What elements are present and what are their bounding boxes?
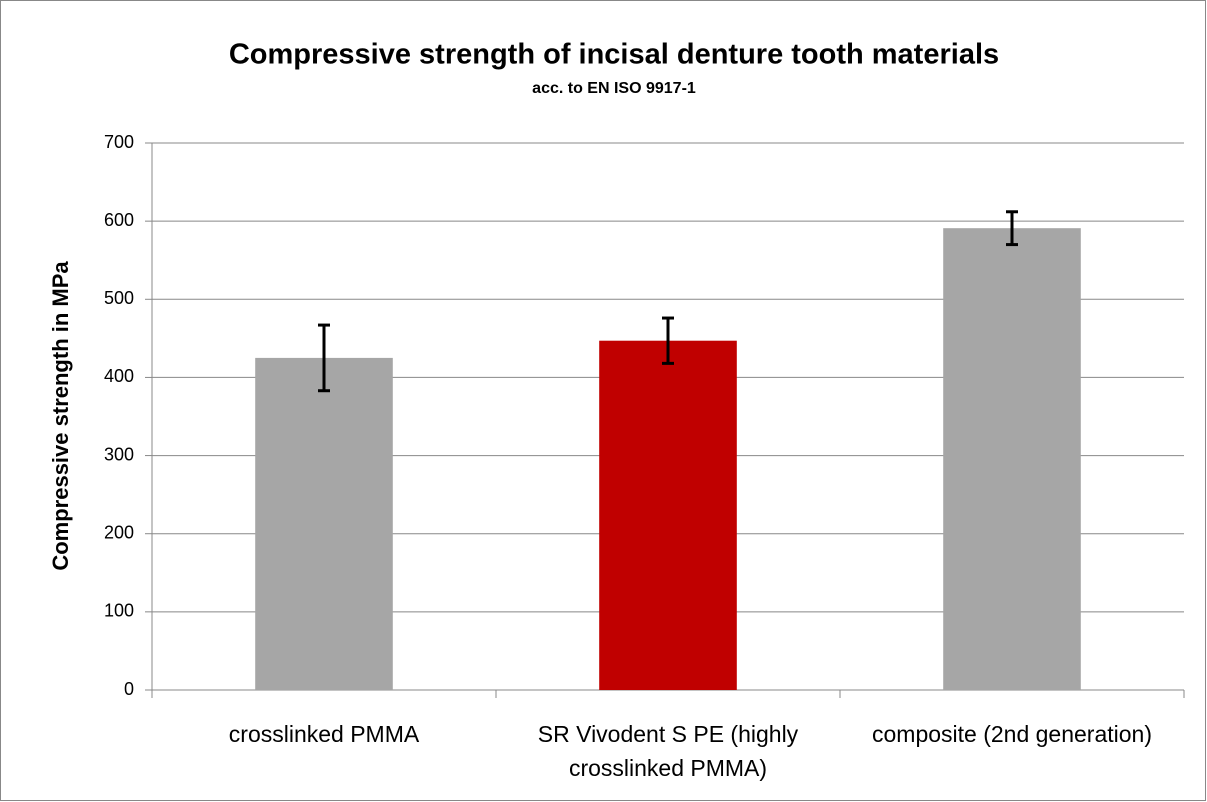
y-tick-label: 500 <box>104 288 134 308</box>
x-tick-label: SR Vivodent S PE (highly crosslinked PMM… <box>537 721 799 781</box>
y-tick-label: 100 <box>104 601 134 621</box>
y-tick-label: 300 <box>104 444 134 464</box>
x-tick-label: crosslinked PMMA <box>228 721 420 747</box>
y-tick-label: 700 <box>104 132 134 152</box>
error-bar <box>1006 210 1018 247</box>
bar <box>599 340 737 690</box>
y-tick-label: 200 <box>104 522 134 542</box>
y-tick-label: 0 <box>124 679 134 699</box>
bar <box>943 228 1081 690</box>
error-bar <box>318 323 330 393</box>
bar <box>255 357 393 690</box>
chart-title: Compressive strength of incisal denture … <box>229 39 999 71</box>
error-bar <box>662 316 674 365</box>
x-tick-label: composite (2nd generation) <box>872 721 1152 747</box>
y-tick-label: 400 <box>104 366 134 386</box>
y-tick-label: 600 <box>104 210 134 230</box>
y-axis-label: Compressive strength in MPa <box>48 261 73 571</box>
chart-subtitle: acc. to EN ISO 9917-1 <box>532 80 696 97</box>
